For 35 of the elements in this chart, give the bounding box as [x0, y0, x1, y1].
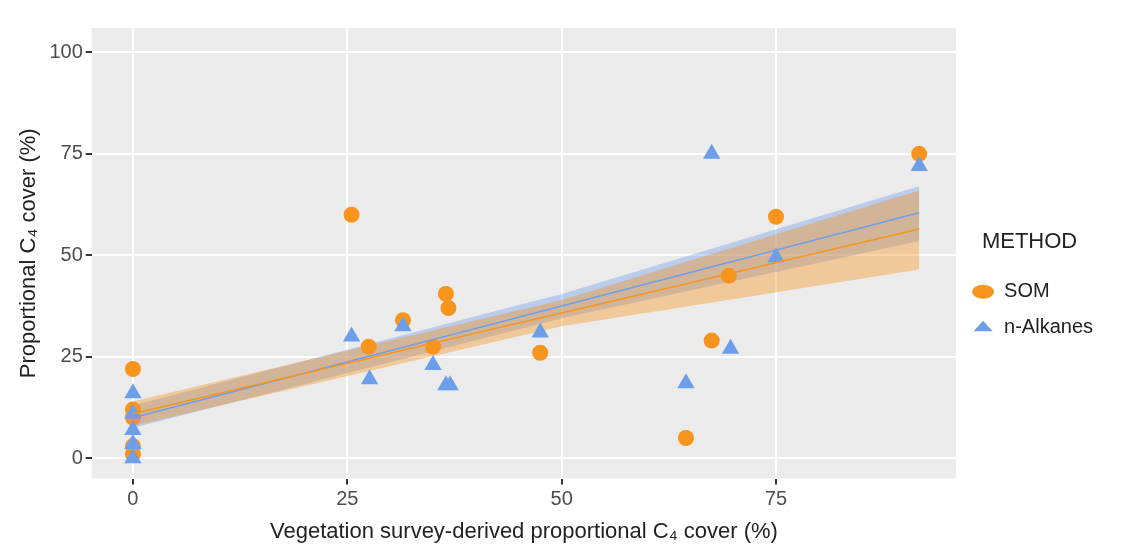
y-tick-label: 75 [60, 141, 83, 164]
x-tick-label: 0 [127, 487, 139, 510]
y-tick-label: 25 [60, 344, 83, 367]
point [343, 206, 360, 223]
point [124, 361, 141, 377]
x-axis-title: Vegetation survey-derived proportional C₄ cover (%) [269, 517, 778, 543]
point [721, 338, 740, 354]
point [910, 156, 928, 172]
point [424, 354, 442, 370]
point [911, 145, 928, 162]
y-tick-label: 50 [60, 242, 83, 265]
point [531, 322, 549, 338]
point [532, 344, 549, 361]
point [360, 369, 379, 385]
point [677, 373, 695, 389]
y-axis-title: Proportional C₄ cover (%) [15, 128, 41, 379]
x-tick-label: 50 [550, 487, 573, 510]
point [441, 375, 459, 391]
point [394, 316, 412, 332]
legend-label: SOM [1004, 279, 1050, 302]
point [342, 326, 361, 342]
point [768, 208, 784, 225]
point [124, 419, 142, 435]
point [703, 332, 720, 349]
point [437, 285, 454, 302]
x-tick-label: 25 [336, 487, 359, 510]
point [360, 338, 377, 355]
x-tick-label: 75 [764, 487, 788, 510]
point [124, 434, 142, 450]
y-tick-label: 100 [49, 39, 83, 62]
point [440, 300, 457, 317]
legend-title: METHOD [981, 228, 1078, 254]
point [124, 383, 142, 399]
y-tick-label: 0 [71, 445, 83, 468]
legend-label: n-Alkanes [1004, 315, 1093, 338]
